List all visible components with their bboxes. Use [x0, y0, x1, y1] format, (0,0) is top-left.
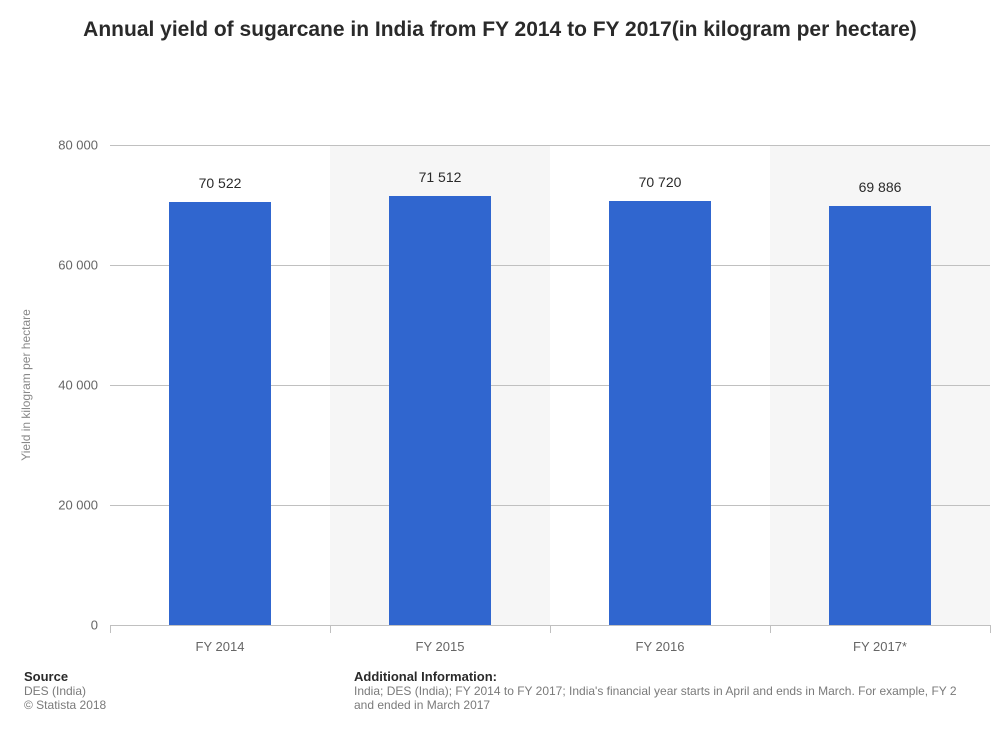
y-tick-label: 80 000	[38, 138, 98, 153]
bar	[829, 206, 930, 625]
source-column: Source DES (India) © Statista 2018	[24, 669, 106, 712]
x-tick-label: FY 2017*	[853, 639, 907, 654]
gridline	[110, 145, 990, 146]
bar-value-label: 70 720	[639, 174, 682, 190]
chart-title: Annual yield of sugarcane in India from …	[0, 0, 1000, 43]
bar-value-label: 69 886	[859, 179, 902, 195]
info-line: and ended in March 2017	[354, 698, 957, 712]
info-heading: Additional Information:	[354, 669, 957, 684]
source-line: DES (India)	[24, 684, 106, 698]
bar-value-label: 70 522	[199, 175, 242, 191]
bar	[389, 196, 490, 625]
source-copyright: © Statista 2018	[24, 698, 106, 712]
bar-value-label: 71 512	[419, 169, 462, 185]
plot-area	[110, 145, 990, 625]
y-tick-label: 20 000	[38, 498, 98, 513]
x-tick-mark	[330, 625, 331, 633]
x-tick-mark	[550, 625, 551, 633]
y-tick-label: 0	[38, 618, 98, 633]
x-tick-mark	[770, 625, 771, 633]
info-line: India; DES (India); FY 2014 to FY 2017; …	[354, 684, 957, 698]
x-tick-mark	[990, 625, 991, 633]
bar-chart: 0 20 000 40 000 60 000 80 000 70 522 FY 2014 71…	[0, 59, 1000, 665]
x-tick-mark	[110, 625, 111, 633]
x-tick-label: FY 2015	[416, 639, 465, 654]
chart-area: 0 20 000 40 000 60 000 80 000 70 522 FY 2014 71…	[0, 59, 1000, 665]
bar	[609, 201, 710, 625]
y-tick-label: 40 000	[38, 378, 98, 393]
x-tick-label: FY 2016	[636, 639, 685, 654]
source-heading: Source	[24, 669, 106, 684]
info-column: Additional Information: India; DES (Indi…	[354, 669, 957, 712]
bar	[169, 202, 270, 625]
y-tick-label: 60 000	[38, 258, 98, 273]
x-tick-label: FY 2014	[196, 639, 245, 654]
chart-footer: Source DES (India) © Statista 2018 Addit…	[24, 669, 1000, 725]
y-axis-label: Yield in kilogram per hectare	[19, 309, 33, 461]
